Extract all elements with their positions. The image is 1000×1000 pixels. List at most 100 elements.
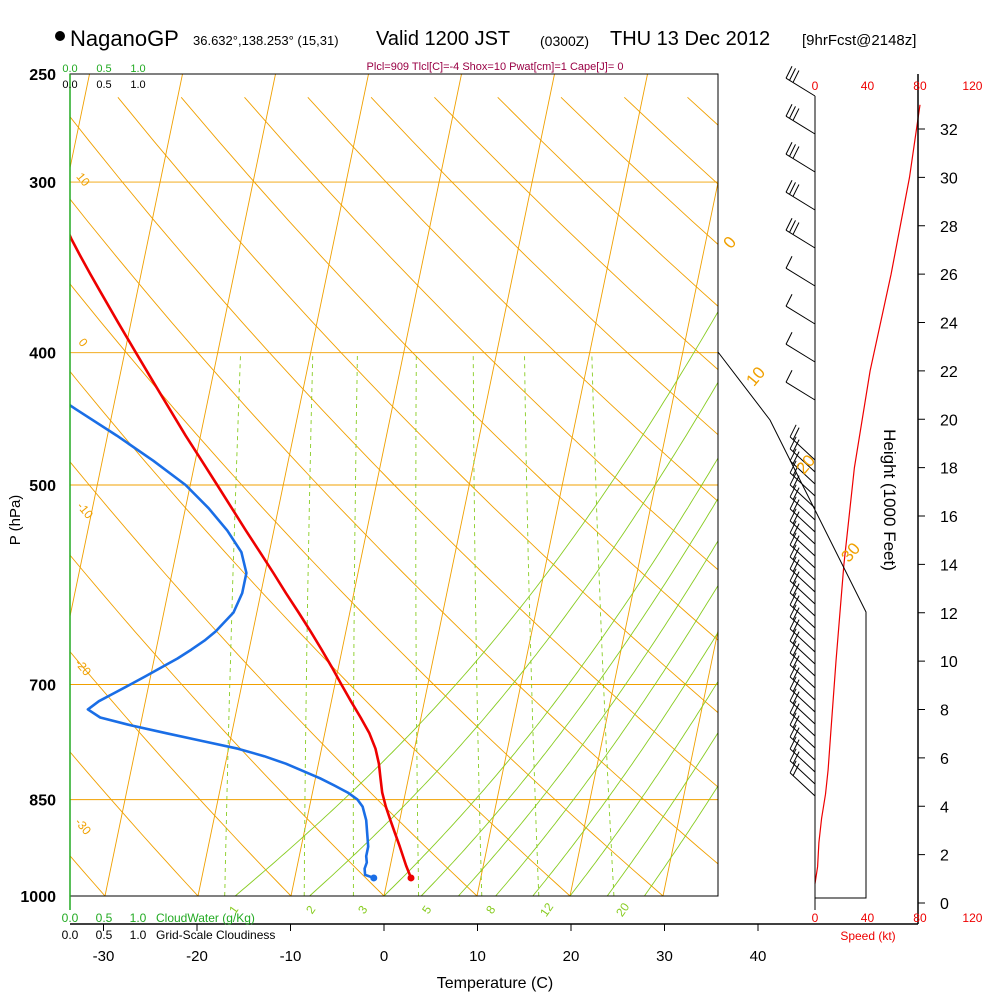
wind-barb-feather — [792, 631, 800, 644]
cloudiness-tick-bottom: 1.0 — [130, 928, 147, 942]
surface-temperature-marker — [407, 874, 415, 882]
moist-adiabat-line — [569, 680, 718, 896]
dry-adiabat-label: 10 — [73, 170, 93, 189]
wind-barb-feather — [785, 66, 793, 79]
isotherm-line — [756, 74, 927, 896]
dry-adiabat-line — [70, 198, 718, 865]
dry-adiabat-line — [70, 461, 478, 896]
speed-tick-label-top: 0 — [812, 79, 819, 93]
isotherm-line — [662, 628, 718, 896]
wind-barb-feather — [789, 448, 797, 462]
temperature-tick-label: 30 — [656, 948, 673, 965]
wind-barb-staff — [785, 305, 816, 325]
mixing-ratio-label: 8 — [483, 903, 498, 917]
dry-adiabat-label: 0 — [76, 335, 91, 349]
cloud-water-tick-bottom: 1.0 — [130, 911, 147, 925]
height-tick-label: 10 — [940, 654, 958, 671]
wind-barb — [785, 218, 816, 249]
dry-adiabat-line — [70, 554, 385, 896]
dry-adiabat-line — [180, 97, 718, 641]
temperature-tick-label: -10 — [280, 948, 302, 965]
cloud-water-tick-bottom: 0.0 — [62, 911, 79, 925]
wind-barb-feather — [789, 544, 797, 558]
wind-barb — [785, 332, 816, 363]
height-tick-label: 6 — [940, 751, 949, 768]
utc-time: (0300Z) — [540, 33, 590, 49]
mixing-ratio-label: 20 — [613, 900, 632, 919]
height-tick-label: 8 — [940, 703, 949, 720]
height-axis-title: Height (1000 Feet) — [880, 429, 899, 571]
wind-barb-feather — [792, 222, 800, 235]
pressure-tick-label: 700 — [29, 678, 56, 695]
wind-barb-feather — [789, 700, 797, 714]
cloud-water-tick-top: 0.0 — [62, 63, 77, 75]
wind-barb-feather — [789, 68, 796, 81]
speed-tick-label-top: 40 — [861, 79, 875, 93]
dry-adiabat-line — [497, 96, 718, 307]
mixing-ratio-line — [524, 352, 540, 896]
wind-barb-feather — [789, 664, 797, 678]
wind-barb-staff — [785, 381, 816, 401]
wind-barb-feather — [789, 736, 797, 750]
temperature-tick-label: 10 — [469, 948, 486, 965]
wind-barb-feather — [789, 724, 797, 738]
wind-barb-feather — [789, 616, 797, 630]
speed-tick-label-bottom: 80 — [913, 911, 927, 925]
wind-barb-feather — [785, 294, 793, 307]
pressure-tick-label: 850 — [29, 793, 56, 810]
cloudiness-title: Grid-Scale Cloudiness — [156, 928, 275, 942]
speed-panel-outline — [717, 351, 867, 899]
wind-barb — [785, 180, 816, 211]
wind-barb-feather — [785, 256, 793, 269]
moist-adiabat-line — [495, 584, 718, 896]
cloud-water-tick-bottom: 0.5 — [96, 911, 113, 925]
temperature-tick-label: -20 — [186, 948, 208, 965]
height-tick-label: 24 — [940, 316, 958, 333]
dry-adiabat-line — [70, 751, 199, 896]
dry-adiabat-line — [751, 97, 1000, 896]
wind-barb-feather — [792, 108, 800, 121]
dry-adiabat-line — [687, 96, 718, 126]
speed-axis-title: Speed (kt) — [840, 929, 895, 943]
pressure-tick-label: 250 — [29, 67, 56, 84]
wind-barb-feather — [789, 604, 797, 618]
wind-barb-feather — [792, 643, 800, 656]
wind-barb-staff — [785, 153, 816, 173]
wind-barb-feather — [785, 180, 793, 193]
wind-barb — [785, 104, 816, 135]
dry-adiabat-line — [70, 283, 664, 896]
wind-barb-feather — [792, 571, 800, 584]
moist-adiabat-label: 10 — [742, 363, 769, 390]
wind-barb-feather — [792, 146, 800, 159]
moist-adiabat-line — [383, 457, 718, 896]
wind-barb-feather — [789, 182, 796, 195]
mixing-ratio-line — [591, 352, 615, 896]
wind-barb-feather — [792, 727, 800, 740]
dry-adiabat-line — [70, 651, 292, 896]
moist-adiabat-line — [420, 497, 718, 896]
height-tick-label: 22 — [940, 364, 958, 381]
wind-barb-feather — [792, 523, 800, 536]
dry-adiabat-line — [434, 96, 718, 371]
forecast-date: THU 13 Dec 2012 — [610, 28, 771, 50]
wind-barb-feather — [792, 499, 800, 512]
height-tick-label: 32 — [940, 122, 958, 139]
temperature-tick-label: 40 — [750, 948, 767, 965]
wind-barb-feather — [792, 703, 800, 716]
isotherm-line — [849, 74, 1000, 896]
pressure-tick-label: 300 — [29, 175, 56, 192]
wind-barb-feather — [792, 451, 800, 464]
wind-barb-feather — [792, 715, 800, 728]
speed-tick-label-bottom: 120 — [962, 911, 982, 925]
speed-tick-label-top: 120 — [962, 79, 982, 93]
speed-tick-label-bottom: 40 — [861, 911, 875, 925]
forecast-run: [9hrFcst@2148z] — [802, 32, 917, 49]
wind-barb-feather — [789, 106, 796, 119]
dry-adiabat-line — [370, 96, 718, 436]
wind-barb-feather — [789, 520, 797, 534]
moist-adiabat-label: 0 — [719, 233, 740, 252]
wind-barb-feather — [785, 332, 793, 345]
mixing-ratio-line — [303, 352, 314, 896]
wind-barb — [785, 66, 816, 97]
wind-barb-feather — [789, 424, 797, 438]
